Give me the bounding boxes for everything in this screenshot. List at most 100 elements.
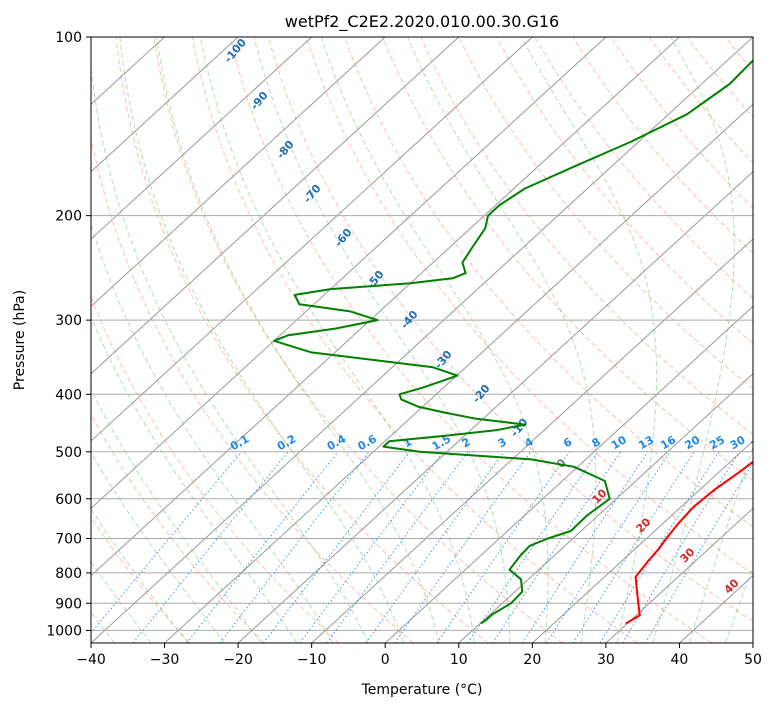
moist-adiabat (199, 37, 475, 643)
background-lines (91, 37, 753, 643)
moist-adiabat (91, 62, 369, 643)
isotherm-line (91, 37, 313, 240)
dry-adiabat (91, 135, 414, 643)
x-tick-label: −40 (76, 652, 106, 668)
mixing-ratio-label: 36 (748, 433, 768, 452)
moist-adiabat (253, 37, 511, 643)
dry-adiabat-label: -40 (398, 308, 421, 332)
moist-adiabat (156, 37, 440, 643)
mixing-ratio-line (644, 462, 753, 643)
isotherm-line (311, 238, 753, 643)
y-tick-label: 600 (55, 492, 82, 508)
dry-adiabat-label: -50 (364, 268, 387, 292)
dry-adiabat (382, 37, 753, 482)
mixing-ratio-label: 0.4 (325, 432, 349, 453)
dry-adiabat (610, 37, 753, 209)
dry-adiabat-label: 40 (722, 576, 742, 596)
x-tick-label: 50 (744, 652, 762, 668)
isotherm-line (384, 305, 753, 643)
plot-frame (90, 36, 754, 644)
x-tick-label: −10 (297, 652, 327, 668)
x-tick-label: −20 (223, 652, 253, 668)
isotherm-line (91, 37, 680, 577)
dry-adiabat-label: -20 (470, 382, 493, 406)
dry-adiabat (229, 37, 713, 643)
dry-adiabat (267, 37, 753, 623)
mixing-ratio-line (299, 451, 444, 643)
isotherm-line (752, 642, 753, 643)
dry-adiabat-label: -70 (301, 182, 324, 206)
line-labels: 0.1 0.2 0.4 0.6 1 1.5 2 3 4 6 8 10 13 16 20 25 30 36-100-… (221, 36, 768, 597)
dry-adiabat (305, 37, 753, 575)
isotherm-line (91, 37, 753, 643)
dry-adiabat (191, 37, 638, 643)
x-tick-label: 30 (597, 652, 615, 668)
dry-adiabat (458, 37, 753, 390)
mixing-ratio-line (219, 451, 370, 643)
mixing-ratio-label: 8 (590, 435, 603, 450)
dewpoint-profile-line (273, 59, 753, 625)
mixing-ratio-line (599, 451, 720, 643)
dry-adiabat-label: 30 (678, 545, 698, 565)
y-tick-label: 800 (55, 566, 82, 582)
dry-adiabat (91, 295, 340, 643)
mixing-ratio-line (132, 451, 289, 643)
moist-adiabat (91, 507, 189, 643)
mixing-ratio-line (572, 451, 695, 643)
isotherm-line (164, 103, 753, 643)
mixing-ratio-label: 30 (728, 433, 748, 452)
mixing-ratio-label: 16 (658, 433, 678, 452)
isotherm-line (91, 37, 386, 308)
dry-adiabat (496, 37, 753, 345)
dry-adiabat (724, 37, 753, 72)
y-tick-label: 200 (55, 209, 82, 225)
x-tick-label: 40 (671, 652, 689, 668)
dry-adiabat-label: 20 (634, 515, 654, 535)
dry-adiabat (572, 37, 753, 254)
moist-adiabat (652, 37, 735, 643)
moist-adiabat (407, 37, 597, 643)
moist-adiabat (520, 37, 657, 643)
axis-ticks: −40 −30 −20 −10 0 10 20 30 40 5010020030040050060… (46, 30, 762, 668)
mixing-ratio-label: 6 (561, 435, 574, 450)
y-tick-label: 400 (55, 387, 82, 403)
dry-adiabat-label: -100 (221, 36, 249, 66)
mixing-ratio-label: 3 (496, 435, 509, 450)
dry-adiabat (153, 37, 563, 643)
moist-adiabat (91, 222, 334, 643)
y-tick-label: 700 (55, 532, 82, 548)
mixing-ratio-line (394, 451, 532, 643)
mixing-ratio-line (365, 451, 505, 643)
mixing-ratio-label: 25 (707, 433, 727, 452)
dry-adiabat (420, 37, 753, 436)
moist-adiabat (119, 37, 405, 643)
x-tick-label: 10 (450, 652, 468, 668)
moist-adiabat (725, 564, 753, 643)
mixing-ratio-line (436, 451, 570, 643)
mixing-ratio-line (91, 451, 242, 634)
dry-adiabat (534, 37, 753, 299)
mixing-ratio-line (263, 451, 410, 643)
x-tick-label: 0 (381, 652, 390, 668)
dry-adiabat (344, 37, 753, 528)
series-layer (273, 59, 753, 625)
isotherm-line (458, 372, 753, 643)
mixing-ratio-label: 0.2 (275, 432, 298, 453)
mixing-ratio-line (326, 451, 469, 643)
mixing-ratio-line (467, 451, 599, 643)
moist-adiabat (688, 445, 753, 643)
isotherm-line (91, 37, 239, 173)
temperature-profile-line (625, 460, 753, 625)
mixing-ratio-line (546, 451, 671, 643)
moist-adiabat (91, 315, 298, 643)
chart-title: wetPf2_C2E2.2020.010.00.30.G16 (285, 12, 559, 32)
mixing-ratio-label: 2 (460, 435, 473, 450)
mixing-ratio-line (186, 451, 339, 643)
isotherm-line (237, 170, 753, 643)
dry-adiabat (686, 37, 753, 118)
x-tick-label: 20 (523, 652, 541, 668)
y-tick-label: 300 (55, 313, 82, 329)
y-axis-label: Pressure (hPa) (12, 290, 28, 390)
y-tick-label: 900 (55, 596, 82, 612)
